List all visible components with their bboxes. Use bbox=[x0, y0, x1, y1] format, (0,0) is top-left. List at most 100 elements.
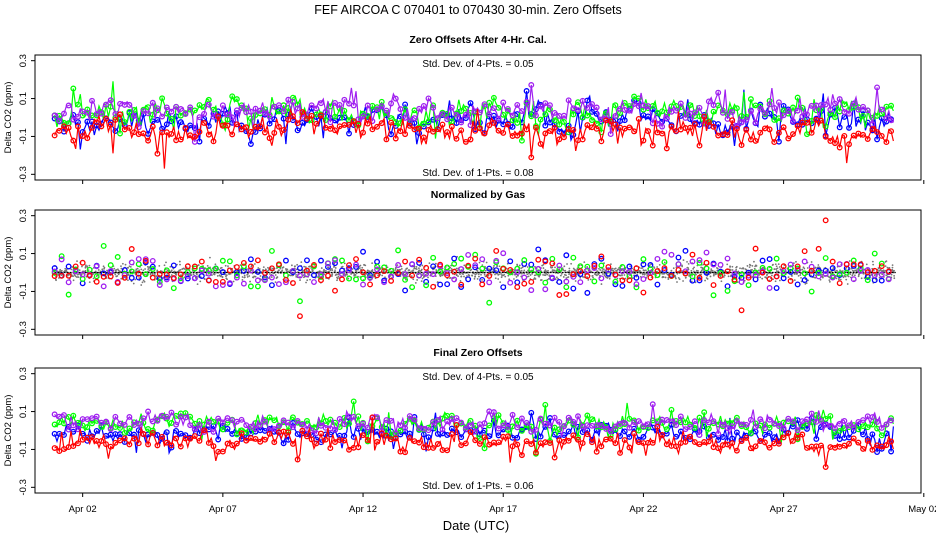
series-point-gas4 bbox=[486, 441, 493, 448]
normalized-point bbox=[220, 274, 223, 277]
series-point-gas1 bbox=[579, 429, 586, 436]
series-point-gas4 bbox=[117, 437, 123, 444]
normalized-point bbox=[742, 267, 745, 270]
normalized-point bbox=[774, 263, 777, 266]
normalized-point bbox=[118, 270, 121, 273]
series-point-gas3 bbox=[350, 413, 357, 420]
normalized-point bbox=[481, 278, 483, 281]
series-point-gas3 bbox=[563, 278, 570, 285]
normalized-point bbox=[337, 273, 339, 276]
series-point-gas3 bbox=[794, 267, 801, 274]
series-point-gas1 bbox=[458, 284, 465, 290]
series-point-gas4 bbox=[857, 261, 864, 268]
normalized-point bbox=[286, 268, 289, 271]
normalized-point bbox=[416, 279, 419, 281]
normalized-point bbox=[267, 269, 270, 272]
series-point-gas4 bbox=[780, 124, 787, 131]
series-point-gas3 bbox=[163, 104, 170, 111]
series-point-gas1 bbox=[645, 113, 652, 120]
normalized-point bbox=[179, 263, 181, 266]
normalized-point bbox=[455, 267, 458, 270]
series-point-gas4 bbox=[61, 446, 67, 452]
series-point-gas1 bbox=[589, 108, 595, 115]
series-point-gas4 bbox=[339, 276, 345, 283]
normalized-point bbox=[748, 266, 751, 269]
series-point-gas2 bbox=[149, 266, 156, 272]
series-point-gas3 bbox=[369, 118, 376, 125]
normalized-point bbox=[471, 274, 473, 277]
series-point-gas4 bbox=[360, 269, 366, 276]
normalized-point bbox=[239, 264, 242, 267]
normalized-point bbox=[169, 275, 172, 278]
panel-title: Normalized by Gas bbox=[431, 189, 526, 201]
normalized-point bbox=[568, 273, 570, 276]
normalized-point bbox=[828, 279, 831, 282]
series-point-gas4 bbox=[75, 123, 81, 130]
normalized-point bbox=[841, 270, 844, 272]
series-point-gas3 bbox=[294, 105, 301, 112]
series-point-gas3 bbox=[815, 273, 822, 280]
normalized-point bbox=[414, 282, 417, 284]
series-point-gas3 bbox=[224, 415, 231, 422]
normalized-point bbox=[746, 265, 749, 267]
series-point-gas3 bbox=[556, 262, 563, 269]
y-tick-label: 0.1 bbox=[18, 247, 29, 260]
series-point-gas3 bbox=[308, 102, 315, 109]
series-point-gas4 bbox=[752, 443, 759, 450]
series-point-gas2 bbox=[126, 425, 133, 432]
normalized-point bbox=[117, 273, 120, 276]
series-point-gas4 bbox=[717, 272, 724, 279]
normalized-point bbox=[819, 278, 822, 281]
normalized-point bbox=[282, 266, 285, 269]
normalized-point bbox=[893, 277, 896, 280]
normalized-point bbox=[216, 275, 219, 277]
series-point-gas3 bbox=[507, 279, 514, 286]
series-point-gas3 bbox=[128, 259, 135, 266]
series-point-gas3 bbox=[472, 262, 479, 269]
series-point-gas3 bbox=[275, 422, 282, 429]
series-point-gas3 bbox=[107, 97, 114, 104]
series-point-gas4 bbox=[117, 111, 123, 118]
normalized-point bbox=[241, 276, 244, 278]
series-point-gas3 bbox=[874, 84, 881, 91]
normalized-point bbox=[650, 263, 653, 266]
series-point-gas4 bbox=[430, 445, 437, 451]
series-point-gas2 bbox=[724, 287, 731, 294]
series-point-gas4 bbox=[135, 440, 142, 447]
series-point-gas4 bbox=[311, 261, 317, 268]
normalized-point bbox=[394, 267, 397, 270]
normalized-point bbox=[135, 268, 138, 271]
series-point-gas3 bbox=[677, 413, 684, 420]
series-point-gas4 bbox=[794, 434, 801, 441]
series-point-gas2 bbox=[661, 259, 668, 266]
normalized-point bbox=[589, 278, 592, 281]
normalized-point bbox=[63, 270, 66, 273]
normalized-point bbox=[758, 274, 761, 276]
normalized-point bbox=[851, 274, 854, 277]
normalized-point bbox=[148, 267, 150, 269]
series-point-gas4 bbox=[780, 263, 787, 270]
normalized-point bbox=[455, 273, 458, 276]
series-point-gas3 bbox=[56, 117, 63, 124]
series-point-gas2 bbox=[437, 268, 444, 275]
series-point-gas4 bbox=[392, 435, 399, 442]
series-point-gas3 bbox=[874, 419, 881, 425]
normalized-point bbox=[148, 269, 151, 272]
normalized-point bbox=[542, 273, 544, 276]
series-point-gas4 bbox=[229, 131, 236, 138]
series-point-gas4 bbox=[822, 464, 829, 471]
normalized-point bbox=[142, 269, 145, 272]
series-point-gas3 bbox=[612, 423, 619, 430]
series-point-gas3 bbox=[481, 101, 488, 108]
normalized-point bbox=[599, 269, 602, 271]
series-point-gas3 bbox=[219, 102, 226, 109]
series-point-gas2 bbox=[423, 282, 430, 289]
series-point-gas2 bbox=[397, 120, 404, 127]
normalized-point bbox=[713, 273, 715, 276]
normalized-point bbox=[753, 260, 755, 263]
normalized-point bbox=[413, 267, 416, 270]
series-point-gas4 bbox=[346, 121, 352, 128]
normalized-point bbox=[456, 269, 459, 272]
series-point-gas3 bbox=[855, 106, 862, 113]
series-point-gas4 bbox=[551, 124, 558, 131]
